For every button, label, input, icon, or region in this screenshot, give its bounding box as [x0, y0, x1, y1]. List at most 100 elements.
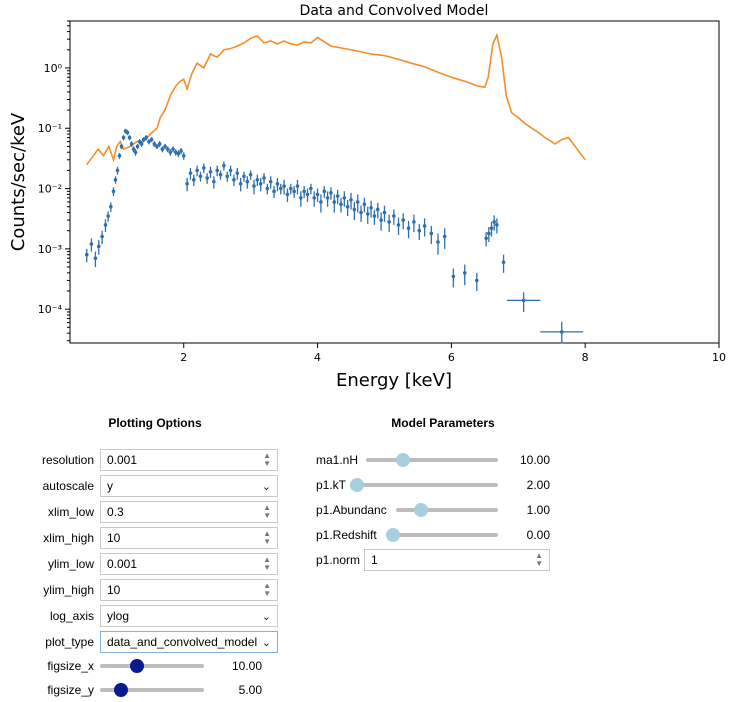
data-point: [258, 177, 263, 192]
resolution-input[interactable]: 0.001 ▲ ▼: [100, 449, 278, 471]
data-point: [422, 218, 427, 237]
slider-handle[interactable]: [114, 683, 129, 697]
xlim-low-value: 0.3: [107, 505, 124, 519]
figsize-x-value: 10.00: [231, 659, 262, 673]
data-marker: [258, 181, 263, 186]
y-tick-label: 10⁻¹: [38, 122, 62, 135]
data-point: [278, 183, 283, 195]
spinner-icon[interactable]: ▲ ▼: [263, 529, 271, 546]
data-marker: [474, 278, 479, 283]
data-marker: [451, 274, 456, 279]
data-marker: [345, 204, 350, 209]
xlim-low-input[interactable]: 0.3 ▲ ▼: [100, 501, 278, 523]
xlim-high-input[interactable]: 10 ▲ ▼: [100, 527, 278, 549]
figsize-y-slider[interactable]: [100, 678, 204, 702]
slider-handle[interactable]: [413, 503, 428, 517]
data-marker: [208, 169, 213, 174]
data-point: [212, 176, 216, 189]
data-marker: [401, 218, 405, 222]
x-axis-label: Energy [keV]: [336, 370, 452, 391]
slider-handle[interactable]: [350, 478, 364, 492]
data-point: [268, 176, 273, 189]
data-point: [322, 186, 327, 198]
data-marker: [255, 177, 260, 182]
chevron-down-icon: ⌄: [261, 610, 271, 623]
data-point: [255, 174, 260, 187]
ylim-low-input[interactable]: 0.001 ▲ ▼: [100, 553, 278, 575]
data-marker: [131, 147, 136, 151]
data-marker: [268, 179, 273, 184]
data-point: [451, 268, 456, 288]
data-marker: [93, 256, 98, 261]
data-marker: [272, 189, 276, 194]
data-marker: [191, 177, 196, 182]
spinner-icon[interactable]: ▲ ▼: [263, 503, 271, 520]
data-point: [462, 264, 467, 286]
figsize-x-slider[interactable]: [100, 654, 204, 678]
data-point: [202, 163, 206, 174]
data-marker: [228, 168, 233, 173]
data-marker: [127, 135, 132, 140]
data-marker: [113, 177, 118, 182]
data-marker: [168, 150, 173, 155]
data-point: [495, 218, 499, 234]
autoscale-select[interactable]: y ⌄: [100, 475, 278, 497]
data-point: [179, 148, 183, 155]
data-marker: [355, 200, 360, 204]
p1-kt-slider[interactable]: [350, 473, 498, 497]
data-marker: [152, 142, 157, 146]
plot-type-select[interactable]: data_and_convolved_model ⌄: [100, 631, 278, 653]
slider-handle[interactable]: [386, 528, 400, 542]
plot-type-label: plot_type: [45, 635, 94, 649]
data-point: [168, 149, 173, 156]
data-point: [335, 189, 340, 205]
p1-abundanc-value: 1.00: [526, 503, 550, 517]
data-point: [265, 183, 270, 195]
data-point: [288, 183, 293, 195]
data-point: [117, 152, 122, 159]
data-marker: [242, 174, 246, 179]
spinner-icon[interactable]: ▲ ▼: [535, 551, 543, 568]
data-marker: [100, 234, 104, 239]
data-point: [369, 200, 373, 218]
resolution-label: resolution: [41, 453, 94, 467]
data-point: [115, 166, 120, 175]
data-marker: [165, 147, 170, 151]
data-marker: [342, 196, 347, 200]
data-point: [442, 228, 447, 249]
data-marker: [262, 176, 266, 180]
slider-handle[interactable]: [395, 453, 410, 467]
data-marker: [222, 163, 226, 168]
data-point: [372, 209, 377, 225]
data-marker: [176, 151, 181, 156]
x-tick-label: 10: [712, 351, 726, 364]
data-point: [362, 197, 367, 213]
data-marker: [412, 220, 416, 224]
y-tick-label: 10⁰: [44, 62, 63, 75]
slider-track: [350, 483, 498, 487]
data-point: [329, 187, 333, 200]
autoscale-label: autoscale: [42, 479, 94, 493]
xlim-low-label: xlim_low: [47, 505, 94, 519]
data-point: [339, 197, 343, 213]
data-marker: [119, 144, 124, 149]
slider-handle[interactable]: [129, 659, 144, 673]
p1-abundanc-slider[interactable]: [396, 498, 498, 522]
data-marker: [349, 198, 353, 202]
spinner-icon[interactable]: ▲ ▼: [263, 555, 271, 572]
ma1-nh-slider[interactable]: [366, 448, 498, 472]
data-point: [375, 202, 380, 219]
spinner-icon[interactable]: ▲ ▼: [263, 581, 271, 598]
p1-redshift-slider[interactable]: [386, 523, 498, 547]
p1-norm-input[interactable]: 1 ▲ ▼: [364, 549, 550, 571]
data-marker: [365, 212, 370, 216]
data-marker: [282, 184, 286, 188]
ylim-high-value: 10: [107, 583, 121, 597]
spinner-icon[interactable]: ▲ ▼: [263, 451, 271, 468]
data-point: [387, 214, 391, 233]
data-marker: [115, 168, 120, 173]
data-marker: [559, 330, 564, 334]
data-marker: [198, 174, 203, 179]
log-axis-select[interactable]: ylog ⌄: [100, 605, 278, 627]
ylim-high-input[interactable]: 10 ▲ ▼: [100, 579, 278, 601]
